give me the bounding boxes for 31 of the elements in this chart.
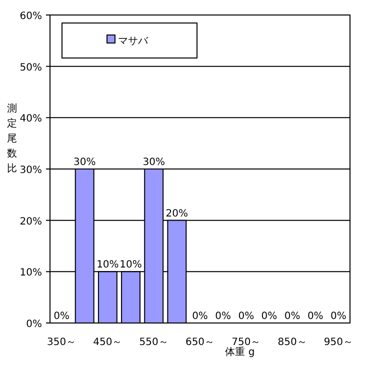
y-axis-title: 測定尾数比 [7,102,17,174]
x-tick-label: 650～ [185,337,215,348]
data-label: 10% [96,260,119,271]
data-label: 0% [261,311,278,322]
x-tick-label: 450～ [93,337,122,348]
data-label: 0% [238,311,254,322]
data-label: 0% [54,311,70,322]
data-label: 30% [142,157,165,168]
x-tick-label: 550～ [139,337,168,348]
data-label: 0% [192,311,208,322]
y-tick-label: 30% [20,165,42,176]
y-tick-label: 50% [20,62,42,74]
x-tick-label: 750～ [232,337,261,348]
legend: マサバ [62,22,198,58]
data-label: 30% [74,157,96,168]
data-label: 0% [284,311,300,322]
y-tick-label: 60% [20,11,42,22]
data-label: 0% [307,311,324,322]
data-label: 20% [166,208,188,220]
y-tick-label: 40% [20,114,42,125]
y-tick-label: 10% [20,268,42,279]
x-tick-label: 350～ [46,337,76,348]
y-tick-label: 0% [26,319,42,330]
legend-label: マサバ [118,36,149,47]
y-tick-label: 20% [20,216,42,228]
data-label: 0% [330,311,346,322]
x-tick-label: 950～ [324,337,354,348]
x-axis-title: 体重 g [225,346,255,358]
data-label: 0% [215,311,232,322]
x-tick-label: 850～ [278,337,307,348]
data-label: 10% [120,260,142,271]
